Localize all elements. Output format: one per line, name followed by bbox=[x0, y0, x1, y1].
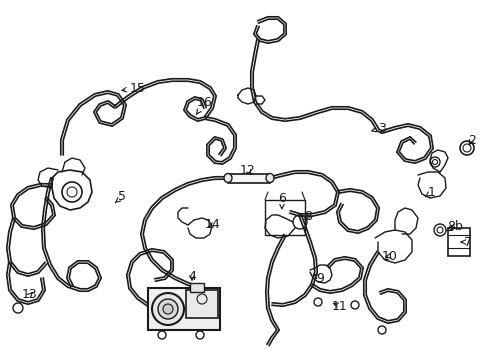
Text: 13: 13 bbox=[22, 288, 38, 302]
Bar bbox=[265, 200, 305, 235]
Circle shape bbox=[163, 304, 173, 314]
Bar bbox=[228, 174, 270, 183]
Ellipse shape bbox=[224, 174, 232, 183]
Text: 14: 14 bbox=[205, 219, 221, 231]
Bar bbox=[148, 288, 220, 330]
Text: 15: 15 bbox=[122, 81, 146, 94]
Text: 10: 10 bbox=[382, 249, 398, 262]
Text: 7: 7 bbox=[461, 235, 472, 248]
Text: 8: 8 bbox=[304, 210, 312, 222]
Bar bbox=[186, 290, 218, 318]
Bar bbox=[448, 228, 470, 256]
Ellipse shape bbox=[266, 174, 274, 183]
Text: 12: 12 bbox=[240, 163, 256, 176]
Text: 1: 1 bbox=[425, 185, 436, 198]
Circle shape bbox=[152, 293, 184, 325]
Text: 3: 3 bbox=[372, 122, 386, 135]
Bar bbox=[190, 283, 204, 292]
Text: 9: 9 bbox=[313, 271, 324, 284]
Text: 8b: 8b bbox=[447, 220, 463, 233]
Text: 16: 16 bbox=[196, 95, 213, 114]
Text: 2: 2 bbox=[468, 134, 476, 147]
Circle shape bbox=[158, 299, 178, 319]
Text: 4: 4 bbox=[188, 270, 196, 283]
Text: 11: 11 bbox=[332, 300, 348, 312]
Text: 6: 6 bbox=[278, 192, 286, 209]
Text: 5: 5 bbox=[115, 190, 126, 203]
